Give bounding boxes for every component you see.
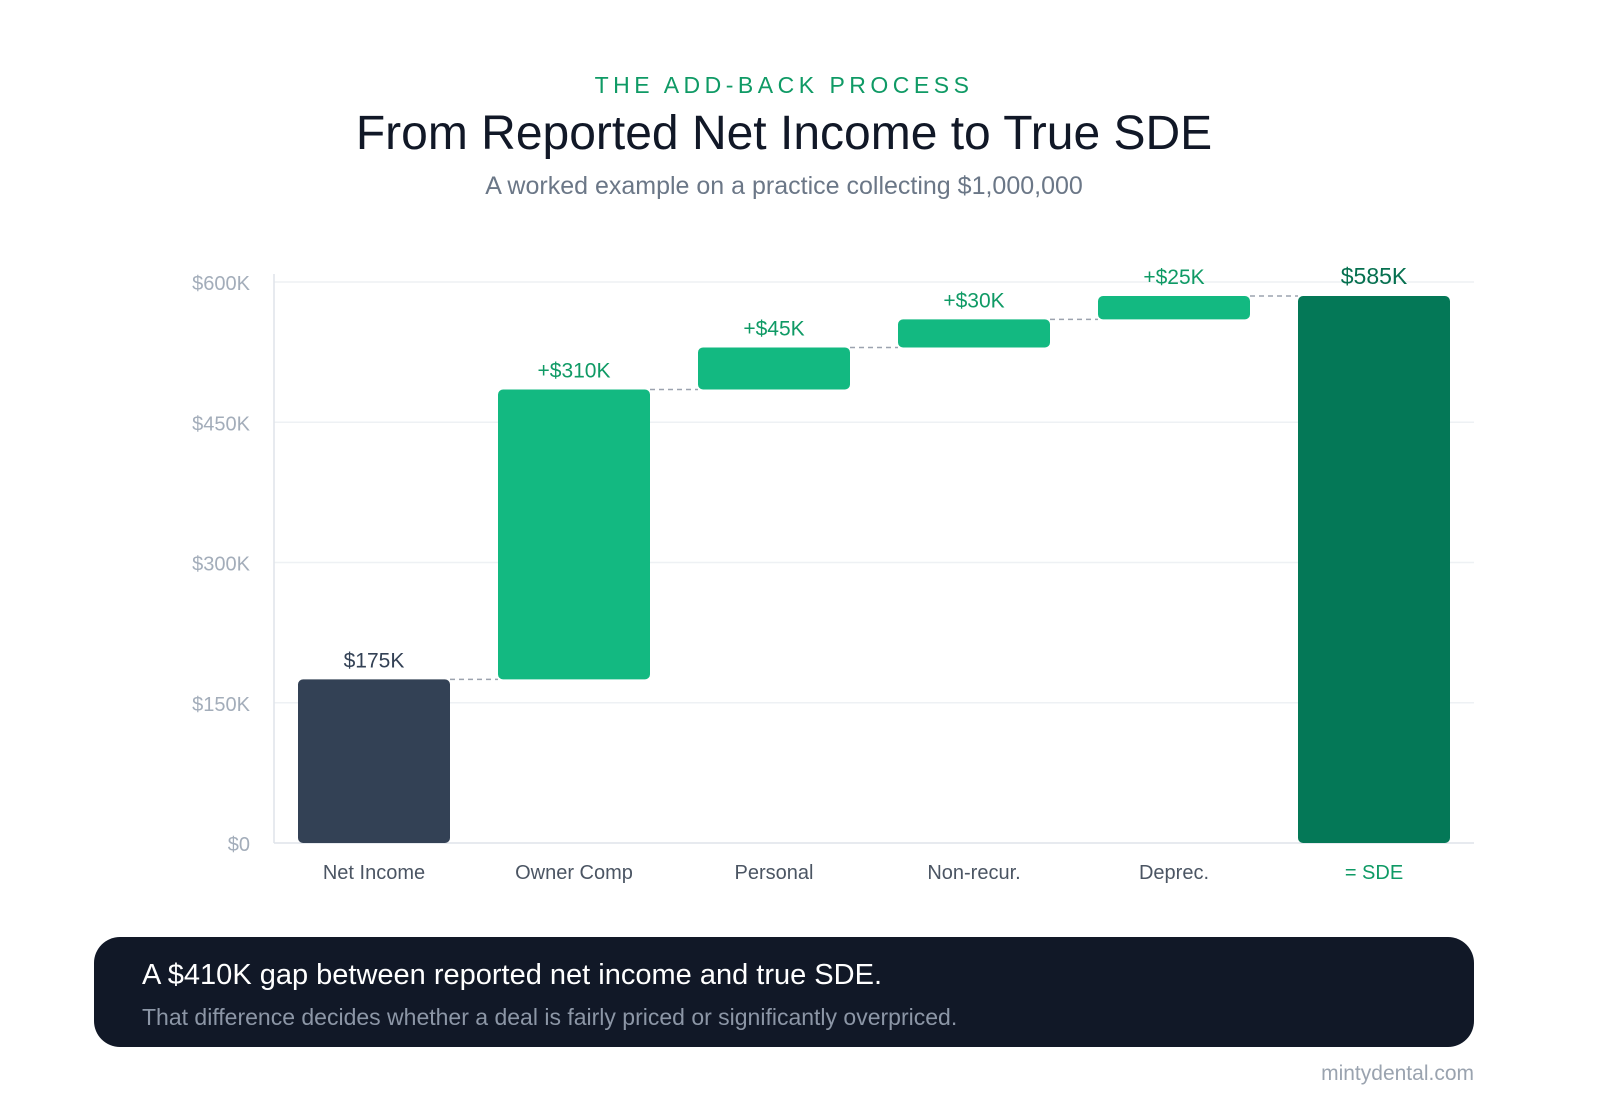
waterfall-chart: $0 $150K $300K $450K $600K $175K Net Income +$3… <box>192 263 1474 884</box>
callout-box: A $410K gap between reported net income … <box>94 937 1474 1047</box>
bar-net-income <box>298 679 450 843</box>
category-label: Non-recur. <box>927 862 1020 884</box>
value-label: $175K <box>344 649 405 672</box>
footer-site-link[interactable]: mintydental.com <box>1321 1062 1474 1085</box>
callout-subtext: That difference decides whether a deal i… <box>142 1004 958 1030</box>
eyebrow-label: THE ADD-BACK PROCESS <box>594 72 974 98</box>
bar-non-recur <box>898 319 1050 348</box>
y-tick-label: $150K <box>192 694 250 716</box>
value-label: $585K <box>1341 263 1408 289</box>
category-label: Net Income <box>323 862 425 884</box>
bar-owner-comp <box>498 389 650 680</box>
category-label: Personal <box>735 862 814 884</box>
bar-sde <box>1298 296 1450 843</box>
category-label: Owner Comp <box>515 862 633 884</box>
category-label: Deprec. <box>1139 862 1209 884</box>
category-label: = SDE <box>1345 862 1403 884</box>
y-tick-label: $300K <box>192 554 250 576</box>
callout-headline: A $410K gap between reported net income … <box>142 959 882 991</box>
value-label: +$25K <box>1143 266 1204 289</box>
bar-personal <box>698 347 850 390</box>
y-tick-label: $0 <box>228 834 250 856</box>
y-tick-label: $450K <box>192 413 250 435</box>
value-label: +$310K <box>538 360 611 383</box>
bar-deprec <box>1098 296 1250 320</box>
value-label: +$45K <box>743 317 804 340</box>
value-label: +$30K <box>943 289 1004 312</box>
y-tick-label: $600K <box>192 273 250 295</box>
chart-title: From Reported Net Income to True SDE <box>355 107 1213 160</box>
chart-subtitle: A worked example on a practice collectin… <box>485 172 1083 200</box>
